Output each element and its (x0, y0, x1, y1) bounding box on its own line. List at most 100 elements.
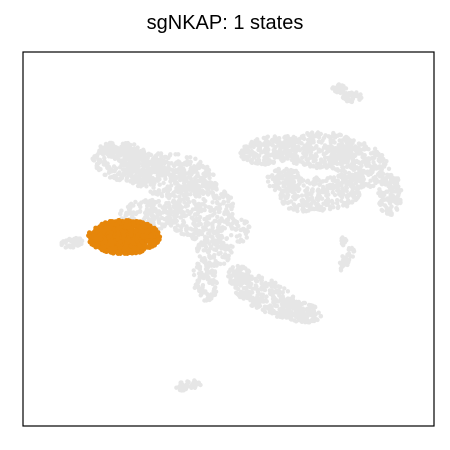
cell-point (196, 248, 200, 252)
cell-point (152, 241, 157, 246)
cell-point (310, 189, 314, 193)
cell-point (173, 176, 177, 180)
cell-point (327, 163, 331, 167)
cell-point (311, 139, 315, 143)
cell-point (130, 168, 134, 172)
cell-point (233, 286, 237, 290)
cell-point (188, 212, 192, 216)
cell-point (273, 188, 277, 192)
cell-point (285, 148, 289, 152)
cell-point (159, 151, 163, 155)
cell-point (136, 224, 141, 229)
cell-point (291, 182, 295, 186)
cell-point (353, 160, 357, 164)
cell-point (155, 190, 159, 194)
cell-point (358, 92, 362, 96)
cell-point (291, 170, 295, 174)
cell-point (315, 132, 319, 136)
cell-point (99, 227, 104, 232)
cell-point (394, 187, 398, 191)
cell-point (229, 223, 233, 227)
cell-point (142, 150, 146, 154)
cell-point (345, 161, 349, 165)
cell-point (349, 148, 353, 152)
cell-point (330, 152, 334, 156)
cell-point (186, 197, 190, 201)
cell-point (307, 320, 311, 324)
cell-point (120, 151, 124, 155)
cell-point (201, 243, 205, 247)
cell-point (340, 186, 344, 190)
cell-point (347, 180, 351, 184)
cell-point (201, 202, 205, 206)
cell-point (377, 187, 381, 191)
cell-point (285, 188, 289, 192)
cell-point (293, 311, 297, 315)
cell-point (308, 164, 312, 168)
cell-point (283, 156, 287, 160)
cell-point (91, 157, 95, 161)
cell-point (198, 191, 202, 195)
cell-point (179, 225, 183, 229)
cell-point (155, 233, 160, 238)
cell-point (205, 240, 209, 244)
cell-point (305, 188, 309, 192)
cell-point (264, 294, 268, 298)
cell-point (238, 295, 242, 299)
cell-point (357, 190, 361, 194)
cell-point (378, 194, 382, 198)
cell-point (244, 286, 248, 290)
cell-point (302, 137, 306, 141)
cell-point (184, 204, 188, 208)
cell-point (168, 153, 172, 157)
cell-point (182, 214, 186, 218)
cell-point (215, 201, 219, 205)
cell-point (189, 187, 193, 191)
cell-point (188, 155, 192, 159)
cell-point (359, 164, 363, 168)
cell-point (296, 156, 300, 160)
cell-point (167, 195, 171, 199)
cell-point (255, 288, 259, 292)
cell-point (293, 139, 297, 143)
cell-point (260, 278, 264, 282)
cell-point (138, 155, 142, 159)
cell-point (87, 234, 92, 239)
cell-point (343, 238, 347, 242)
cell-point (124, 223, 129, 228)
cell-point (345, 186, 349, 190)
cell-point (336, 206, 340, 210)
cell-point (276, 169, 280, 173)
cell-point (214, 290, 218, 294)
cell-point (193, 157, 197, 161)
cell-point (345, 193, 349, 197)
cell-point (346, 198, 350, 202)
cell-point (336, 187, 340, 191)
cell-point (315, 166, 319, 170)
cell-point (281, 184, 285, 188)
cell-point (253, 139, 257, 143)
cell-point (173, 189, 177, 193)
cell-point (278, 290, 282, 294)
cell-point (348, 165, 352, 169)
cell-point (143, 181, 147, 185)
cell-point (339, 85, 343, 89)
cell-point (166, 218, 170, 222)
cell-point (266, 175, 270, 179)
cell-point (343, 146, 347, 150)
cell-point (151, 191, 155, 195)
cell-point (343, 169, 347, 173)
cell-point (154, 227, 159, 232)
cell-point (328, 183, 332, 187)
cell-point (197, 271, 201, 275)
cell-point (168, 208, 172, 212)
cell-point (342, 201, 346, 205)
cell-point (192, 268, 196, 272)
cell-point (313, 305, 317, 309)
cell-point (214, 219, 218, 223)
cell-point (206, 173, 210, 177)
cell-point (239, 154, 243, 158)
cell-point (188, 233, 192, 237)
cell-point (255, 161, 259, 165)
cell-point (161, 181, 165, 185)
